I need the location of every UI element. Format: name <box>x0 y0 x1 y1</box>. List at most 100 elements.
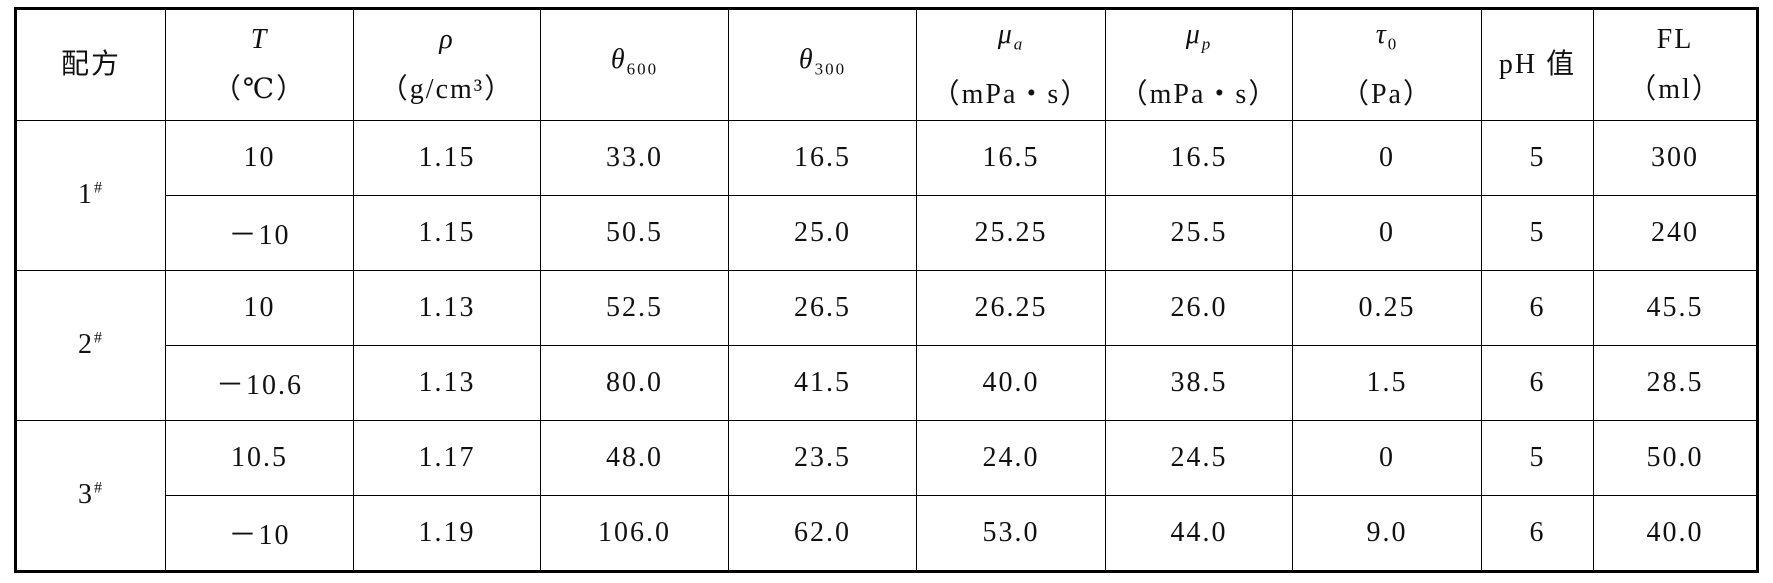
table-cell: 33.0 <box>540 119 729 196</box>
table-cell: 6 <box>1481 269 1594 346</box>
table-cell: 1.13 <box>353 269 541 346</box>
group-label: 3 <box>78 479 94 511</box>
header-symbol-line: T <box>166 15 353 65</box>
table-cell: 0 <box>1292 194 1482 271</box>
group-label: 1 <box>78 179 94 211</box>
header-symbol: T <box>250 23 269 55</box>
header-subscript: p <box>1201 34 1213 54</box>
header-cell: θ300 <box>728 8 917 121</box>
header-symbol: FL <box>1656 23 1694 55</box>
group-label-cell: 2# <box>15 269 166 421</box>
table-cell: 1.15 <box>353 194 541 271</box>
table-header: 配方 T （℃） ρ （g/cm³） θ600 θ300 μa （mPa・s） μp （mPa・s）… <box>15 8 1758 121</box>
table-cell: 52.5 <box>540 269 729 346</box>
table-cell: 25.5 <box>1105 194 1293 271</box>
header-subscript: 600 <box>626 59 659 79</box>
header-subscript: 300 <box>814 59 847 79</box>
data-table: 配方 T （℃） ρ （g/cm³） θ600 θ300 μa （mPa・s） μp （mPa・s）… <box>14 7 1759 573</box>
table-cell: 106.0 <box>540 494 729 572</box>
table-cell: 26.5 <box>728 269 917 346</box>
group-mark: # <box>94 329 104 347</box>
table-cell: 53.0 <box>916 494 1106 572</box>
header-symbol: μ <box>997 19 1014 50</box>
header-cell: pH 值 <box>1481 8 1594 121</box>
table-cell: 10.5 <box>165 419 354 496</box>
header-symbol-line: τ0 <box>1293 10 1481 70</box>
table-cell: 80.0 <box>540 344 729 421</box>
header-subscript: a <box>1013 34 1025 54</box>
table-cell: 1.5 <box>1292 344 1482 421</box>
table-cell: －10.6 <box>165 344 354 421</box>
table-cell: 25.25 <box>916 194 1106 271</box>
table-row: －10 1.15 50.5 25.0 25.25 25.5 0 5 240 <box>16 194 1758 271</box>
group-label-cell: 3# <box>15 419 166 572</box>
table-cell: 9.0 <box>1292 494 1482 572</box>
group-mark: # <box>94 179 104 197</box>
table-cell: 41.5 <box>728 344 917 421</box>
table-cell: 240 <box>1593 194 1758 271</box>
header-symbol-line: μp <box>1106 10 1292 70</box>
table-row: －10.6 1.13 80.0 41.5 40.0 38.5 1.5 6 28.5 <box>16 344 1758 421</box>
header-cell: ρ （g/cm³） <box>353 8 541 121</box>
header-symbol-line: θ600 <box>541 35 728 95</box>
table-body: 1# 10 1.15 33.0 16.5 16.5 16.5 0 5 300 －10 1.15 50.5… <box>15 119 1758 572</box>
header-cell: 配方 <box>15 8 166 121</box>
table-cell: 44.0 <box>1105 494 1293 572</box>
header-text: pH 值 <box>1498 48 1577 80</box>
group-mark: # <box>94 479 104 497</box>
header-symbol: ρ <box>439 23 455 55</box>
table-cell: 10 <box>165 119 354 196</box>
table-cell: 40.0 <box>916 344 1106 421</box>
table-cell: 38.5 <box>1105 344 1293 421</box>
table-row: 2# 10 1.13 52.5 26.5 26.25 26.0 0.25 6 45.5 <box>15 269 1758 421</box>
table-cell: 26.25 <box>916 269 1106 346</box>
header-cell: τ0 （Pa） <box>1292 8 1482 121</box>
table-cell: 0 <box>1292 419 1482 496</box>
table-cell: 1.15 <box>353 119 541 196</box>
header-unit: （ml） <box>1628 73 1722 105</box>
table-cell: 300 <box>1593 119 1758 196</box>
header-unit: （mPa・s） <box>931 78 1091 110</box>
table-cell: 50.0 <box>1593 419 1758 496</box>
table-row: 1# 10 1.15 33.0 16.5 16.5 16.5 0 5 300 <box>15 119 1758 271</box>
header-unit: （Pa） <box>1340 78 1433 110</box>
table-cell: 23.5 <box>728 419 917 496</box>
header-cell: θ600 <box>540 8 729 121</box>
table-cell: 16.5 <box>728 119 917 196</box>
header-cell: μp （mPa・s） <box>1105 8 1293 121</box>
table-cell: 0 <box>1292 119 1482 196</box>
header-symbol-line: θ300 <box>729 35 916 95</box>
header-symbol: τ <box>1375 19 1388 50</box>
header-cell: μa （mPa・s） <box>916 8 1106 121</box>
table-cell: 50.5 <box>540 194 729 271</box>
header-symbol: θ <box>798 44 815 75</box>
table-cell: 1.19 <box>353 494 541 572</box>
header-unit: （mPa・s） <box>1119 78 1279 110</box>
header-symbol-line: μa <box>917 10 1105 70</box>
header-unit: （℃） <box>212 73 307 105</box>
table-cell: 16.5 <box>916 119 1106 196</box>
table-cell: 1.13 <box>353 344 541 421</box>
group-label: 2 <box>78 329 94 361</box>
table-cell: 5 <box>1481 194 1594 271</box>
table-cell: 26.0 <box>1105 269 1293 346</box>
header-symbol-line: FL <box>1594 15 1756 65</box>
table-row: 3# 10.5 1.17 48.0 23.5 24.0 24.5 0 5 50.0 <box>15 419 1758 572</box>
table-cell: 10 <box>165 269 354 346</box>
header-symbol: μ <box>1185 19 1202 50</box>
table-cell: 0.25 <box>1292 269 1482 346</box>
header-unit: （g/cm³） <box>379 73 515 105</box>
header-row: 配方 T （℃） ρ （g/cm³） θ600 θ300 μa （mPa・s） μp （mPa・s）… <box>15 8 1758 121</box>
table-cell: 28.5 <box>1593 344 1758 421</box>
table-cell: 24.5 <box>1105 419 1293 496</box>
table-cell: 24.0 <box>916 419 1106 496</box>
table-cell: 6 <box>1481 344 1594 421</box>
header-text: 配方 <box>60 48 121 80</box>
header-cell: FL （ml） <box>1593 8 1758 121</box>
table-cell: －10 <box>165 194 354 271</box>
header-symbol: θ <box>610 44 627 75</box>
table-cell: －10 <box>165 494 354 572</box>
table-cell: 62.0 <box>728 494 917 572</box>
header-symbol-line: ρ <box>354 15 540 65</box>
